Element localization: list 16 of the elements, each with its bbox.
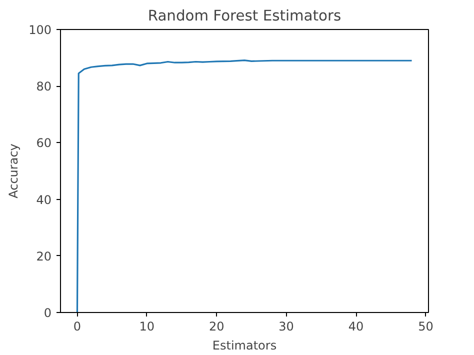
x-tick-label: 20 [208,320,224,334]
y-tick-label: 80 [36,80,52,94]
y-axis-title: Accuracy [6,144,21,198]
x-tick-label: 50 [418,320,434,334]
y-tick-label: 20 [36,249,52,264]
y-tick-label: 100 [28,23,52,37]
y-tick-label: 0 [44,306,52,320]
chart-title: Random Forest Estimators [148,8,342,24]
x-tick-label: 0 [73,320,82,334]
y-tick-label: 40 [36,192,52,207]
x-tick-label: 10 [139,320,155,334]
y-tick-label: 60 [36,136,52,150]
x-tick-label: 40 [348,320,364,334]
x-tick-label: 30 [278,320,294,334]
x-axis-title: Estimators [212,338,277,352]
line-series [76,60,413,312]
